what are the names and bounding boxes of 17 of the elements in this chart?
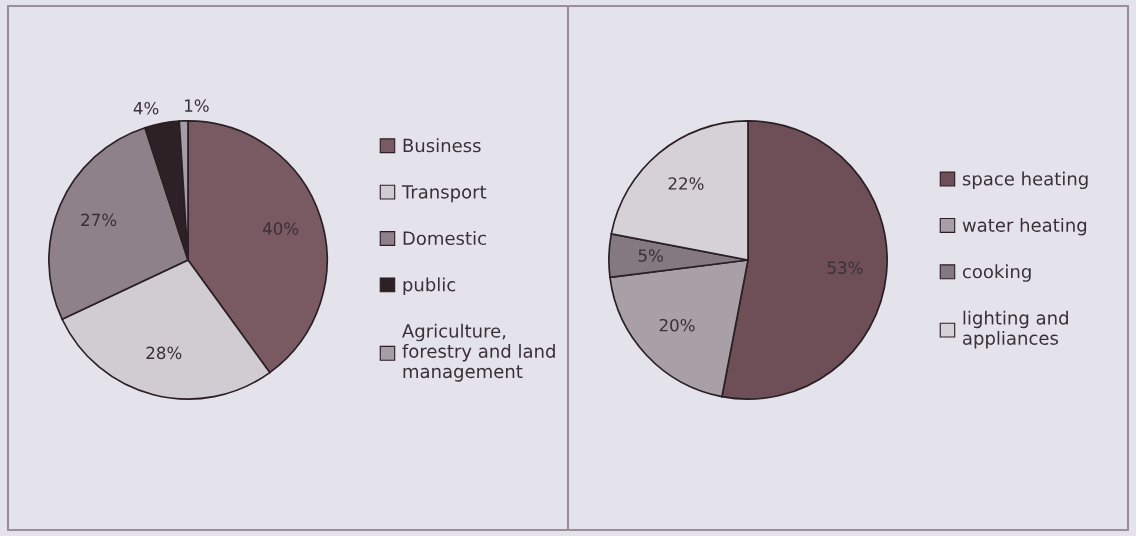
legend-label: Domestic bbox=[403, 231, 486, 246]
data-label: 1% bbox=[185, 99, 209, 112]
data-label: 5% bbox=[638, 249, 663, 262]
data-label: 27% bbox=[81, 213, 117, 227]
data-label: 20% bbox=[659, 318, 695, 332]
legend-label: cooking bbox=[962, 264, 1031, 282]
data-label: 28% bbox=[146, 346, 182, 360]
legend-label: Agriculture, forestry and land management bbox=[402, 323, 555, 382]
legend-label: lighting and appliances bbox=[963, 310, 1068, 349]
data-label: 4% bbox=[133, 101, 159, 115]
data-label: 22% bbox=[668, 177, 704, 190]
data-label: 40% bbox=[262, 222, 299, 235]
legend-label: public bbox=[403, 277, 456, 295]
legend-label: Transport bbox=[401, 185, 487, 203]
legend-label: Business bbox=[403, 138, 481, 153]
legend-label: space heating bbox=[962, 171, 1088, 190]
legend-label: water heating bbox=[962, 217, 1087, 236]
